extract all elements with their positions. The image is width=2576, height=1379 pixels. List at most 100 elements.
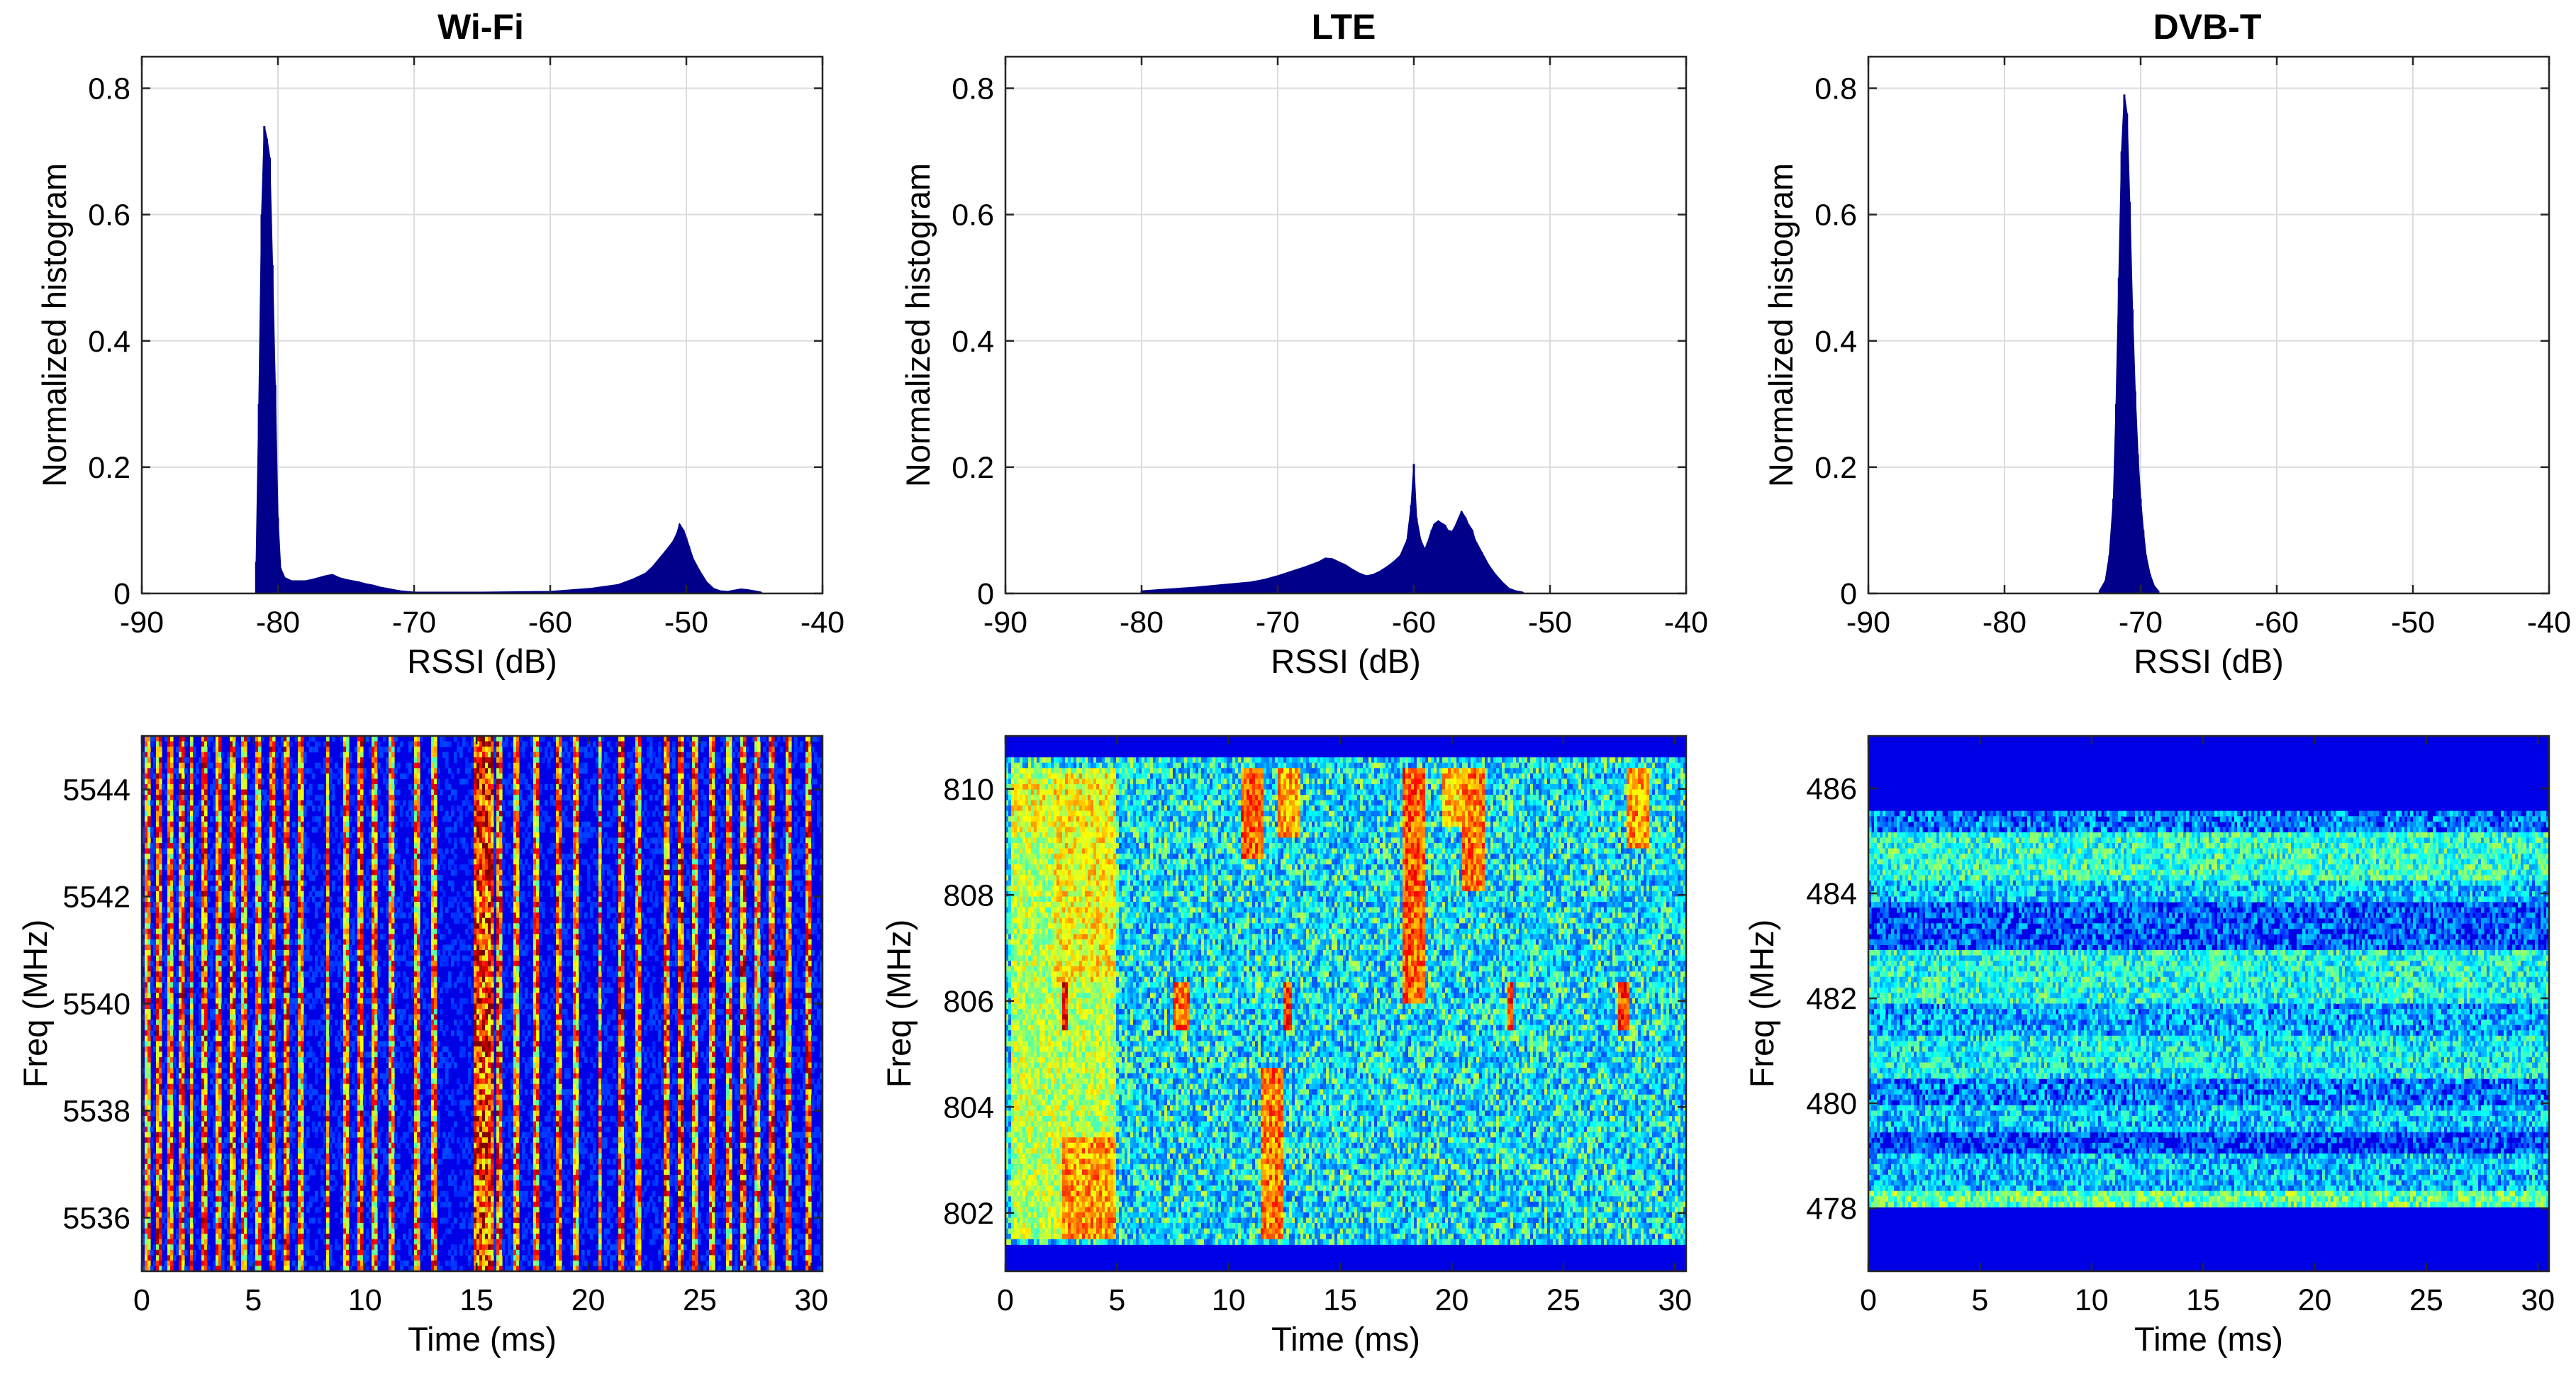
- spectrogram-cell: [162, 1212, 165, 1218]
- spectrogram-cell: [179, 1239, 182, 1245]
- spectrogram-cell: [179, 988, 182, 993]
- spectrogram-cell: [147, 1036, 151, 1042]
- spectrogram-cell: [179, 982, 182, 988]
- spectrogram-cell: [156, 1229, 160, 1234]
- spectrogram-cell: [170, 816, 174, 822]
- spectrogram-cell: [176, 805, 179, 811]
- spectrogram-cell: [147, 875, 151, 881]
- spectrogram-cell: [162, 977, 165, 983]
- spectrogram-cell: [176, 816, 179, 822]
- spectrogram-cell: [147, 1015, 151, 1020]
- spectrogram-cell: [170, 1020, 174, 1025]
- spectrogram-cell: [190, 1020, 194, 1025]
- spectrogram-cell: [156, 950, 160, 956]
- spectrogram-cell: [173, 800, 177, 806]
- spectrogram-cell: [190, 1137, 194, 1143]
- spectrogram-cell: [147, 1078, 151, 1084]
- spectrogram-cell: [190, 923, 194, 929]
- spectrogram-cell: [167, 742, 171, 747]
- spectrogram-cell: [207, 1046, 211, 1052]
- spectrogram-cell: [201, 1111, 205, 1117]
- spectrogram-cell: [170, 822, 174, 827]
- spectrogram-cell: [182, 1212, 185, 1218]
- spectrogram-cell: [145, 1143, 148, 1149]
- spectrogram-cell: [170, 1100, 174, 1105]
- histogram-bar: [2121, 152, 2123, 593]
- spectrogram-cell: [145, 1073, 148, 1079]
- spectrogram-cell: [179, 774, 182, 779]
- spectrogram-cell: [201, 1020, 205, 1025]
- spectrogram-cell: [196, 1036, 199, 1042]
- y-tick-label: 0.4: [952, 325, 994, 359]
- spectrogram-cell: [167, 1041, 171, 1046]
- spectrogram-cell: [199, 1036, 202, 1042]
- spectrogram-cell: [204, 908, 208, 913]
- spectrogram-cell: [156, 849, 160, 854]
- spectrogram-cell: [165, 950, 168, 956]
- spectrogram-cell: [190, 961, 194, 966]
- spectrogram-cell: [147, 912, 151, 918]
- spectrogram-cell: [190, 998, 194, 1004]
- spectrogram-cell: [182, 822, 185, 827]
- spectrogram-cell: [193, 944, 196, 950]
- spectrogram-cell: [159, 784, 162, 790]
- spectrogram-cell: [147, 961, 151, 966]
- spectrogram-cell: [162, 993, 165, 998]
- spectrogram-cell: [170, 891, 174, 897]
- spectrogram-cell: [179, 816, 182, 822]
- spectrogram-cell: [147, 1207, 151, 1212]
- spectrogram-cell: [193, 1025, 196, 1031]
- spectrogram-cell: [190, 1105, 194, 1111]
- spectrogram-cell: [201, 988, 205, 993]
- y-axis-label: Normalized histogram: [899, 163, 937, 487]
- spectrogram-cell: [201, 1196, 205, 1202]
- spectrogram-cell: [170, 993, 174, 998]
- spectrogram-cell: [207, 1025, 211, 1031]
- spectrogram-cell: [156, 859, 160, 865]
- spectrogram-cell: [162, 1025, 165, 1031]
- spectrogram-cell: [147, 864, 151, 870]
- spectrogram-cell: [159, 961, 162, 966]
- histogram-bar: [2118, 278, 2120, 593]
- spectrogram-cell: [156, 774, 160, 779]
- spectrogram-cell: [156, 881, 160, 886]
- spectrogram-cell: [187, 961, 191, 966]
- x-tick-label: -40: [1664, 605, 1708, 640]
- spectrogram-cell: [156, 1223, 160, 1229]
- spectrogram-cell: [201, 854, 205, 859]
- spectrogram-cell: [159, 1009, 162, 1015]
- spectrogram-cell: [201, 1164, 205, 1170]
- spectrogram-cell: [145, 816, 148, 822]
- spectrogram-cell: [187, 1196, 191, 1202]
- spectrogram-cell: [190, 908, 194, 913]
- spectrogram-cell: [162, 1175, 165, 1180]
- spectrogram-cell: [201, 923, 205, 929]
- spectrogram-cell: [179, 912, 182, 918]
- spectrogram-cell: [159, 822, 162, 827]
- spectrogram-cell: [159, 800, 162, 806]
- spectrogram-cell: [147, 742, 151, 747]
- spectrogram-cell: [182, 1191, 185, 1197]
- spectrogram-cell: [179, 934, 182, 939]
- spectrogram-cell: [201, 1229, 205, 1234]
- spectrogram-cell: [159, 827, 162, 832]
- spectrogram-cell: [193, 1030, 196, 1036]
- spectrogram-cell: [145, 827, 148, 832]
- spectrogram-cell: [179, 1025, 182, 1031]
- spectrogram-cell: [156, 1159, 160, 1164]
- spectrogram-cell: [170, 742, 174, 747]
- spectrogram-cell: [176, 891, 179, 897]
- spectrogram-cell: [193, 1046, 196, 1052]
- spectrogram-cell: [170, 870, 174, 876]
- histogram-bar: [2131, 309, 2134, 593]
- spectrogram-cell: [190, 1089, 194, 1095]
- spectrogram-cell: [184, 1196, 188, 1202]
- spectrogram-cell: [173, 1137, 177, 1143]
- spectrogram-cell: [170, 1095, 174, 1100]
- spectrogram-cell: [147, 778, 151, 784]
- spectrogram-cell: [199, 902, 202, 908]
- x-tick-label: -50: [1528, 605, 1572, 640]
- spectrogram-cell: [187, 1229, 191, 1234]
- spectrogram-cell: [170, 881, 174, 886]
- spectrogram-cell: [147, 811, 151, 817]
